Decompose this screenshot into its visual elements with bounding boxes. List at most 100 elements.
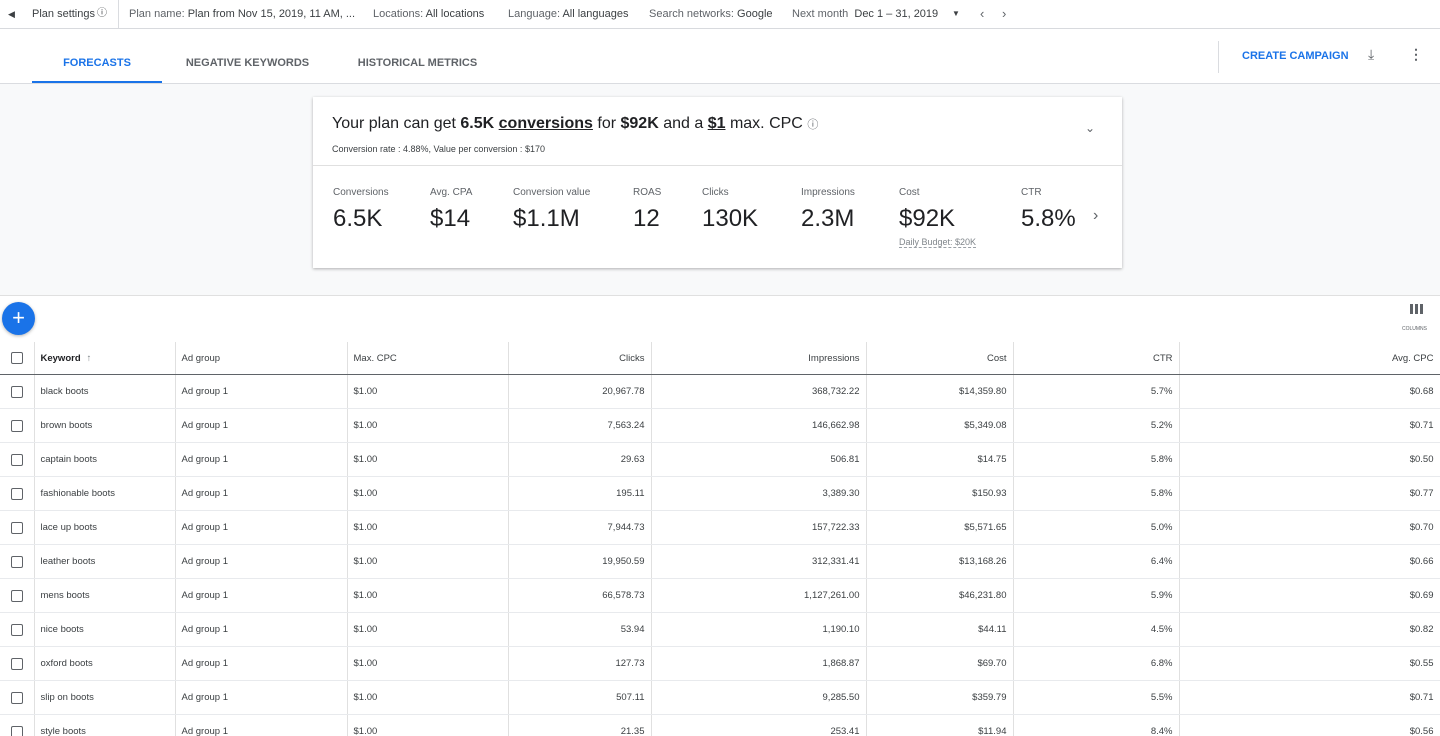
- plan-settings[interactable]: Plan settings: [32, 8, 95, 20]
- cell: 506.81: [651, 442, 867, 477]
- cell: $1.00: [347, 680, 509, 715]
- cell: $0.66: [1179, 544, 1440, 579]
- header-text: Keyword: [40, 352, 81, 364]
- checkbox[interactable]: [10, 589, 23, 602]
- download-icon[interactable]: ⤓: [1368, 46, 1375, 62]
- header-text: Max. CPC: [353, 352, 397, 364]
- cell: 3,389.30: [651, 476, 867, 511]
- cell: $14,359.80: [866, 374, 1014, 409]
- checkbox[interactable]: [10, 487, 23, 500]
- label: Language:: [508, 8, 560, 20]
- column-header[interactable]: Impressions: [651, 342, 867, 375]
- add-button[interactable]: +: [2, 302, 35, 335]
- cell: $14.75: [866, 442, 1014, 477]
- label: Locations:: [373, 8, 424, 20]
- cell: $1.00: [347, 612, 509, 647]
- cell: 157,722.33: [651, 510, 867, 545]
- checkbox[interactable]: [10, 453, 23, 466]
- expand-icon[interactable]: ⌄: [1085, 121, 1096, 135]
- cell: 53.94: [508, 612, 652, 647]
- more-icon[interactable]: ⋮: [1409, 46, 1423, 62]
- column-header[interactable]: Keyword ↑: [34, 342, 176, 375]
- metric-label: CTR: [1021, 187, 1042, 198]
- checkbox[interactable]: [10, 623, 23, 636]
- prev-arrow[interactable]: ‹: [980, 6, 985, 21]
- max-cpc-link[interactable]: $1: [707, 115, 726, 132]
- cell: 5.8%: [1013, 442, 1180, 477]
- table-row: lace up boots Ad group 1 $1.00 7,944.73 157,…: [0, 510, 1440, 545]
- metric-label: ROAS: [633, 187, 662, 198]
- checkbox[interactable]: [10, 691, 23, 704]
- period[interactable]: Next month Dec 1 – 31, 2019: [792, 0, 938, 28]
- tab[interactable]: NEGATIVE KEYWORDS: [185, 57, 310, 69]
- cell: Ad group 1: [175, 510, 348, 545]
- next-arrow[interactable]: ›: [1002, 6, 1007, 21]
- info-icon[interactable]: ⓘ: [97, 8, 107, 19]
- plan-name[interactable]: Plan name: Plan from Nov 15, 2019, 11 AM…: [129, 0, 355, 28]
- column-header[interactable]: Avg. CPC: [1179, 342, 1440, 375]
- cell: $69.70: [866, 646, 1014, 681]
- cell: 1,868.87: [651, 646, 867, 681]
- checkbox[interactable]: [10, 521, 23, 534]
- cell: $0.56: [1179, 714, 1440, 736]
- cell: 5.9%: [1013, 578, 1180, 613]
- column-header[interactable]: Clicks: [508, 342, 652, 375]
- cell: 253.41: [651, 714, 867, 736]
- cell: Ad group 1: [175, 544, 348, 579]
- column-header[interactable]: Ad group: [175, 342, 348, 375]
- text: max. CPC: [729, 115, 803, 132]
- dropdown-arrow[interactable]: ▼: [952, 9, 960, 18]
- header-text: Ad group: [181, 352, 221, 364]
- checkbox-cell: [0, 510, 35, 545]
- conversions-link[interactable]: conversions: [498, 115, 593, 132]
- column-header[interactable]: Max. CPC: [347, 342, 509, 375]
- label: Next month: [792, 8, 849, 20]
- cell: oxford boots: [34, 646, 176, 681]
- table-body: black boots Ad group 1 $1.00 20,967.78 368,7…: [0, 374, 1440, 736]
- text: Your plan can get: [332, 115, 456, 132]
- cell: $0.71: [1179, 408, 1440, 443]
- cell: Ad group 1: [175, 612, 348, 647]
- table-row: black boots Ad group 1 $1.00 20,967.78 368,7…: [0, 374, 1440, 409]
- cell: $0.68: [1179, 374, 1440, 409]
- back-arrow[interactable]: ◀: [8, 9, 15, 19]
- checkbox[interactable]: [10, 657, 23, 670]
- networks[interactable]: Search networks: Google: [649, 0, 773, 28]
- checkbox-cell: [0, 714, 35, 736]
- cell: 19,950.59: [508, 544, 652, 579]
- checkbox-cell: [0, 476, 35, 511]
- locations[interactable]: Locations: All locations: [373, 0, 484, 28]
- metric-label: Conversions: [333, 187, 389, 198]
- column-header[interactable]: Cost: [866, 342, 1014, 375]
- metric-value: $1.1M: [513, 205, 580, 232]
- cell: 5.8%: [1013, 476, 1180, 511]
- checkbox-cell: [0, 612, 35, 647]
- checkbox-cell: [0, 342, 35, 375]
- checkbox[interactable]: [10, 419, 23, 432]
- cell: nice boots: [34, 612, 176, 647]
- checkbox[interactable]: [10, 352, 23, 364]
- cell: 20,967.78: [508, 374, 652, 409]
- column-header[interactable]: CTR: [1013, 342, 1180, 375]
- create-campaign-button[interactable]: CREATE CAMPAIGN: [1242, 50, 1349, 62]
- checkbox[interactable]: [10, 555, 23, 568]
- tab[interactable]: HISTORICAL METRICS: [357, 57, 478, 69]
- cell: 5.5%: [1013, 680, 1180, 715]
- checkbox[interactable]: [10, 725, 23, 736]
- value: All languages: [562, 8, 629, 20]
- checkbox-cell: [0, 442, 35, 477]
- table-row: nice boots Ad group 1 $1.00 53.94 1,190.10 $4…: [0, 612, 1440, 647]
- columns-icon[interactable]: [1410, 304, 1424, 314]
- help-icon[interactable]: ⓘ: [807, 119, 819, 131]
- checkbox[interactable]: [10, 385, 23, 398]
- header-text: CTR: [1152, 352, 1173, 364]
- tab[interactable]: FORECASTS: [32, 29, 162, 83]
- language[interactable]: Language: All languages: [508, 0, 629, 28]
- next-metrics[interactable]: ›: [1093, 207, 1099, 224]
- cell: brown boots: [34, 408, 176, 443]
- metric-value: $92K: [899, 205, 956, 232]
- cell: 368,732.22: [651, 374, 867, 409]
- cell: $5,349.08: [866, 408, 1014, 443]
- forecast-card: Your plan can get 6.5K conversions for $…: [313, 97, 1122, 268]
